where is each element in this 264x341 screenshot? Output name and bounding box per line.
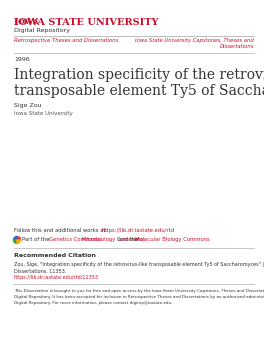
Text: Integration specificity of the retrovirus-like: Integration specificity of the retroviru… [14, 68, 264, 82]
Text: https://lib.dr.iastate.edu/rtd: https://lib.dr.iastate.edu/rtd [102, 228, 175, 233]
Text: Zou, Sige, "Integration specificity of the retrovirus-like transposable element : Zou, Sige, "Integration specificity of t… [14, 262, 264, 267]
Text: Dissertations: Dissertations [219, 44, 254, 49]
Text: Retrospective Theses and Dissertations: Retrospective Theses and Dissertations [14, 38, 118, 43]
Text: Iowa State University Capstones, Theses and: Iowa State University Capstones, Theses … [135, 38, 254, 43]
Text: Dissertations. 11353.: Dissertations. 11353. [14, 269, 66, 274]
Text: Digital Repository: Digital Repository [14, 28, 70, 33]
Text: transposable element Ty5 of Saccharomyces: transposable element Ty5 of Saccharomyce… [14, 84, 264, 98]
Text: Molecular Biology Commons: Molecular Biology Commons [135, 237, 210, 242]
Text: Part of the: Part of the [22, 237, 51, 242]
Wedge shape [17, 240, 21, 243]
Text: Digital Repository. For more information, please contact digirep@iastate.edu.: Digital Repository. For more information… [14, 301, 172, 305]
Text: 1996: 1996 [14, 57, 30, 62]
Text: https://lib.dr.iastate.edu/rtd/11353: https://lib.dr.iastate.edu/rtd/11353 [14, 275, 99, 280]
Text: Microbiology Commons,: Microbiology Commons, [82, 237, 145, 242]
Text: Sige Zou: Sige Zou [14, 103, 42, 108]
Wedge shape [13, 237, 17, 240]
Text: Follow this and additional works at:: Follow this and additional works at: [14, 228, 109, 233]
Text: Recommended Citation: Recommended Citation [14, 253, 96, 258]
Wedge shape [17, 237, 21, 240]
Text: Digital Repository. It has been accepted for inclusion in Retrospective Theses a: Digital Repository. It has been accepted… [14, 295, 264, 299]
Text: OWA: OWA [18, 18, 42, 26]
Text: IOWA STATE UNIVERSITY: IOWA STATE UNIVERSITY [14, 18, 158, 27]
Text: Genetics Commons,: Genetics Commons, [49, 237, 102, 242]
Text: Iowa State University: Iowa State University [14, 111, 73, 116]
Text: and the: and the [118, 237, 138, 242]
Text: This Dissertation is brought to you for free and open access by the Iowa State U: This Dissertation is brought to you for … [14, 289, 264, 293]
Text: I: I [14, 18, 19, 27]
Wedge shape [13, 240, 17, 243]
